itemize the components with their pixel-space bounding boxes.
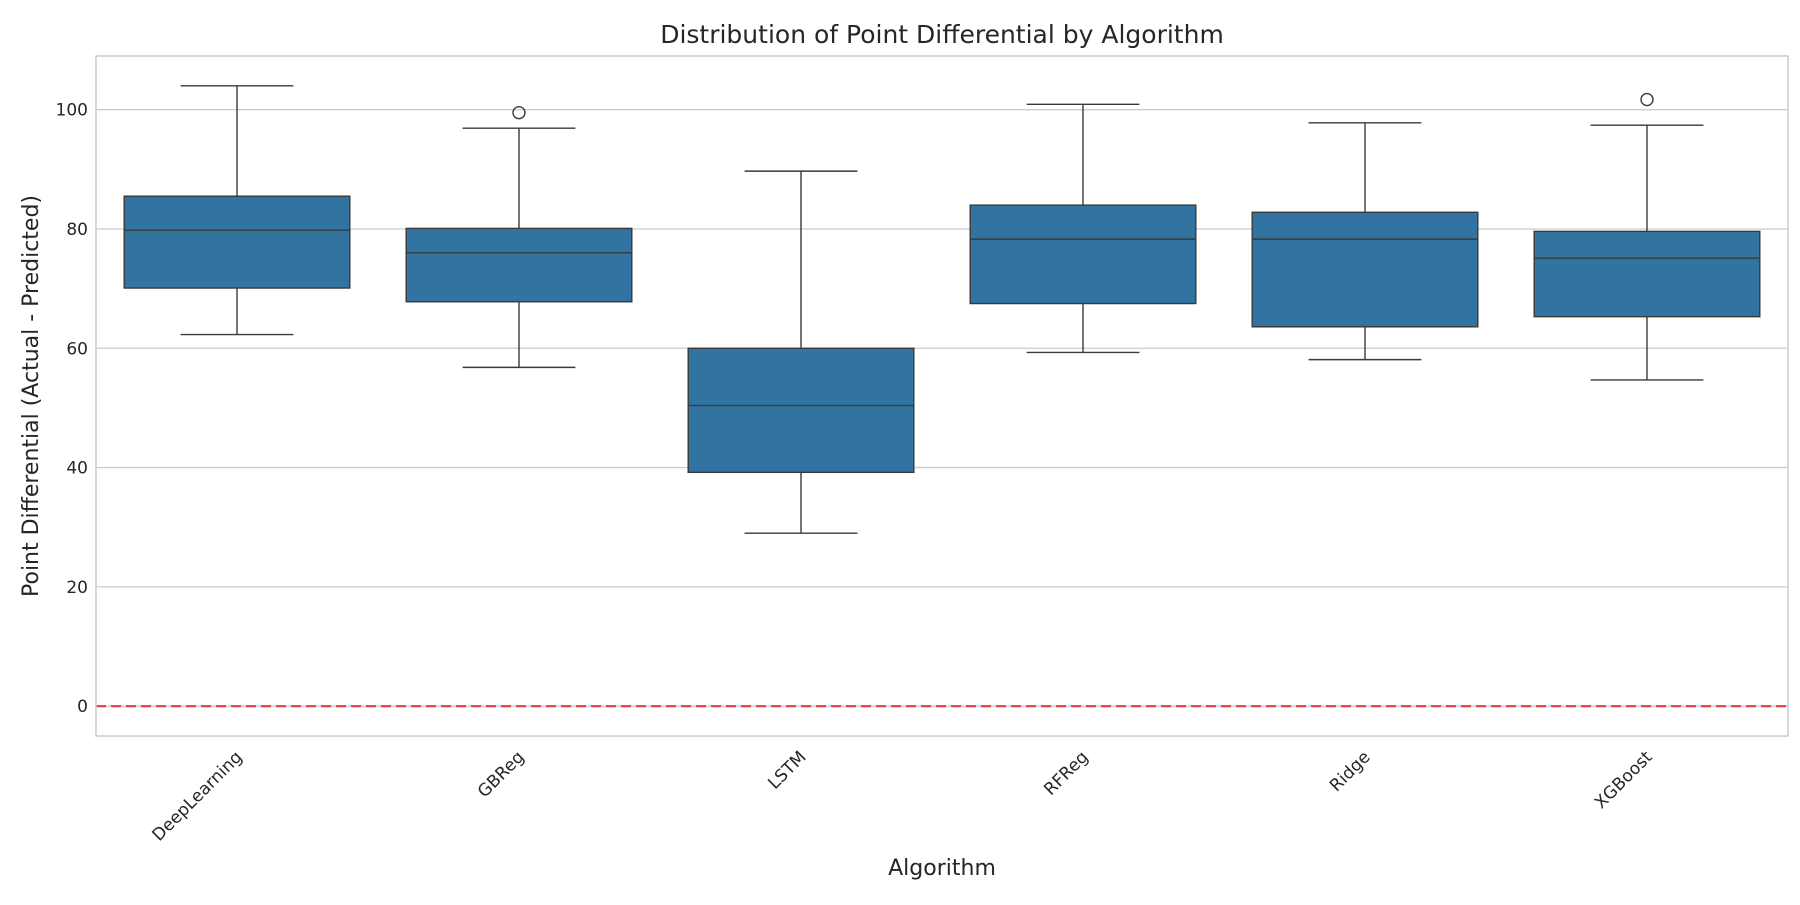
iqr-box (405, 227, 633, 303)
x-tick-label: XGBoost (1591, 747, 1657, 813)
box-LSTM (687, 170, 915, 534)
y-tick-label: 20 (66, 578, 88, 598)
x-tick-label: GBReg (474, 747, 529, 802)
boxes (123, 85, 1761, 534)
box-RFReg (969, 103, 1197, 354)
box-Ridge (1251, 122, 1479, 361)
box-GBReg (405, 105, 633, 369)
box-DeepLearning (123, 85, 351, 336)
x-tick-label: LSTM (764, 747, 810, 793)
y-tick-label: 100 (56, 101, 88, 121)
y-tick-labels: 0 20 40 60 80 100 (56, 101, 88, 717)
y-tick-label: 40 (66, 459, 88, 479)
outlier-point (512, 105, 526, 120)
chart-title: Distribution of Point Differential by Al… (660, 20, 1224, 49)
y-tick-label: 0 (77, 697, 88, 717)
y-tick-label: 60 (66, 339, 88, 359)
y-tick-label: 80 (66, 220, 88, 240)
iqr-box (687, 347, 915, 474)
x-tick-label: RFReg (1040, 747, 1092, 799)
x-axis-label: Algorithm (888, 856, 996, 881)
box-XGBoost (1533, 92, 1761, 381)
outlier-point (1640, 92, 1654, 107)
iqr-box (969, 204, 1197, 305)
x-tick-labels: DeepLearning GBReg LSTM RFReg Ridge XGBoost (149, 747, 1657, 845)
iqr-box (123, 195, 351, 289)
x-tick-label: Ridge (1326, 747, 1374, 795)
iqr-box (1251, 211, 1479, 328)
plot-frame (95, 55, 1789, 737)
x-tick-label: DeepLearning (149, 747, 247, 845)
iqr-box (1533, 230, 1761, 318)
y-axis-label: Point Differential (Actual - Predicted) (19, 195, 44, 597)
